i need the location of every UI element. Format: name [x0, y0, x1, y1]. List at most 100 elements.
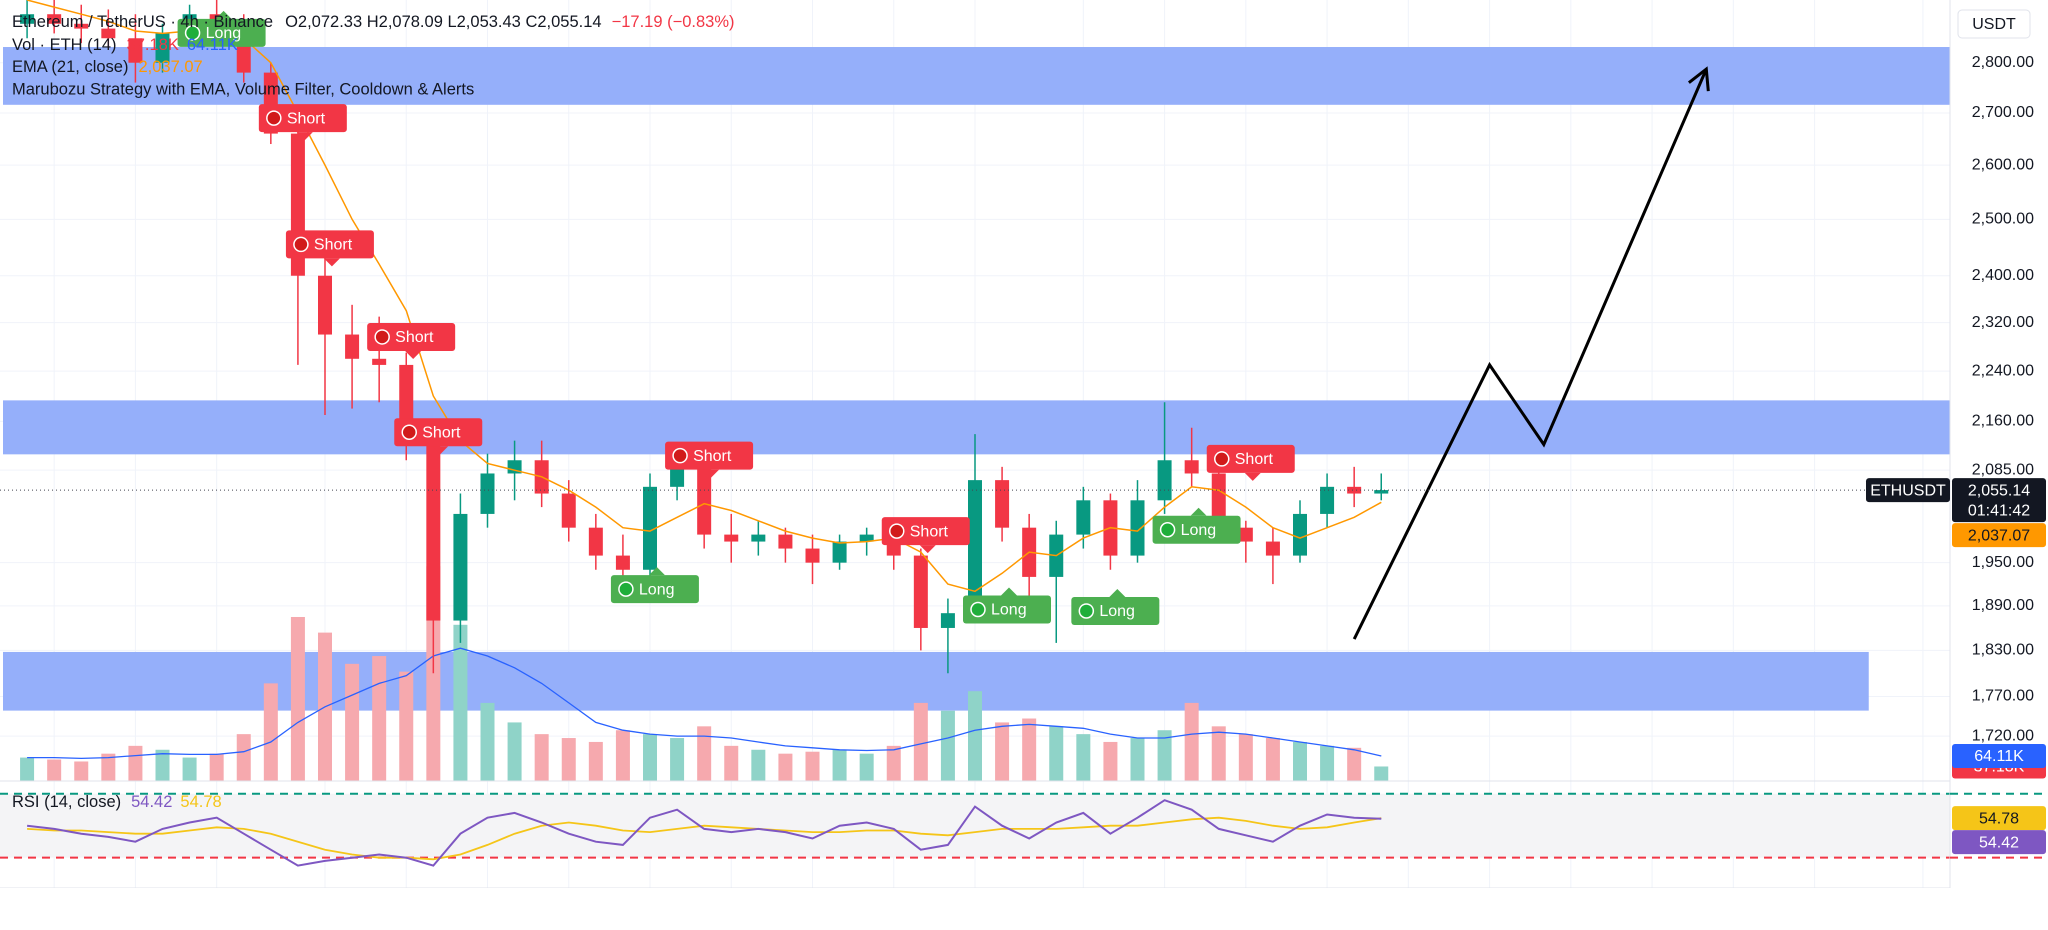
signal-label: Short [665, 441, 754, 478]
signal-box [177, 18, 266, 47]
candle-body [940, 613, 955, 628]
y-tick-label: 1,720.00 [1972, 727, 2034, 744]
candle-body [1130, 500, 1145, 556]
signal-label: Short [1206, 444, 1295, 481]
y-tick-label: 2,085.00 [1972, 461, 2034, 478]
volume-bar [47, 759, 62, 781]
volume-bar [724, 745, 739, 781]
signal-box [367, 322, 456, 351]
signal-label: Long [1152, 507, 1241, 544]
signal-dot [1159, 521, 1176, 538]
signal-box [285, 230, 374, 259]
signal-dot [672, 447, 688, 464]
rsi-ma-badge-bg [1952, 806, 2046, 831]
currency-box [1957, 9, 2031, 39]
volume-bar [859, 753, 874, 781]
signal-label: Short [881, 517, 970, 554]
signal-pointer [919, 545, 936, 554]
x-tick-label: 28 [208, 904, 226, 921]
volume-bar [399, 671, 414, 781]
candle-body [1211, 473, 1226, 528]
x-tick-label: 4 [1160, 904, 1169, 921]
legend-header: Ethereum / TetherUS · 4h · Binance O2,072… [12, 13, 735, 31]
signal-pointer [1244, 472, 1261, 481]
signal-dot [889, 523, 905, 539]
signal-dot [970, 601, 986, 618]
signal-text: Short [693, 448, 732, 465]
volume-bar [182, 757, 197, 781]
signal-dot [374, 329, 390, 345]
volume-value: 37.18K [127, 36, 179, 54]
signal-box [963, 595, 1051, 624]
signal-text: Short [910, 523, 949, 540]
volume-bar [697, 726, 712, 781]
volume-bar [372, 656, 387, 781]
volume-bar [1265, 738, 1280, 781]
symbol-badge-text: ETHUSDT [1870, 482, 1946, 499]
x-tick-label: 22 [1643, 904, 1661, 921]
signal-box [1206, 444, 1295, 473]
volume-bar [832, 749, 847, 781]
candle-body [832, 541, 847, 563]
candle-body [1076, 500, 1091, 535]
candle-body [1157, 460, 1172, 501]
x-tick-label: 25 [966, 904, 984, 921]
projection-arrow [1352, 68, 1708, 640]
currency-label: USDT [1972, 16, 2016, 33]
volume-bar [670, 738, 685, 781]
candle-body [47, 14, 62, 24]
rsi-ma-line [27, 816, 1382, 861]
signal-box [1152, 515, 1241, 544]
volume-bar [1293, 741, 1307, 781]
volume-ma-badge: 64.11K [1952, 743, 2046, 768]
volume-bar [1238, 734, 1253, 781]
signal-label: Long [610, 567, 699, 604]
signal-label: Long [963, 587, 1051, 624]
x-tick-label: 22 [885, 904, 903, 921]
volume-bar [209, 753, 224, 781]
volume-ma-badge-bg [1952, 743, 2046, 768]
signal-text: Short [1235, 451, 1274, 468]
volume-name: Vol · ETH (14) [12, 36, 117, 54]
candle-body [345, 334, 360, 359]
volume-bar [940, 710, 955, 781]
countdown-text: 01:41:42 [1968, 502, 2030, 519]
price-badge-text: 2,055.14 [1968, 482, 2030, 499]
candle-body [1374, 490, 1389, 494]
rsi-badge-bg [1952, 830, 2046, 855]
candle-body [724, 534, 739, 542]
volume-legend: Vol · ETH (14) 37.18K 64.11K [12, 36, 238, 54]
signal-pointer [1109, 588, 1126, 597]
x-tick-label: 13 [641, 904, 659, 921]
candle-body [480, 473, 495, 514]
volume-bar [588, 741, 603, 781]
signal-box [881, 517, 970, 546]
volume-ma-badge-text: 64.11K [1974, 748, 2024, 765]
volume-bar [74, 761, 89, 781]
signal-dot [1214, 451, 1230, 467]
signal-box [1071, 596, 1160, 625]
signal-dot [266, 110, 282, 126]
volume-bar [805, 751, 820, 781]
volume-bar [1049, 726, 1064, 781]
candle-body [1238, 527, 1253, 542]
rsi-ma-badge: 54.78 [1952, 806, 2046, 831]
candle-body [128, 38, 143, 63]
symbol-title: Ethereum / TetherUS · 4h · Binance [12, 13, 273, 31]
volume-bar [290, 616, 305, 781]
ema-legend: EMA (21, close) 2,037.07 [12, 58, 203, 76]
y-tick-label: 1,830.00 [1972, 642, 2034, 659]
axes: USDT 2,800.00 2,700.00 2,600.00 2,500.00 2,40… [1866, 0, 2048, 930]
signal-text: Long [206, 25, 242, 42]
volume-bar [778, 753, 793, 781]
y-tick-label: 2,800.00 [1972, 54, 2034, 71]
volume-bar [886, 745, 901, 781]
signal-dot [1078, 603, 1095, 619]
x-tick-label: 19 [1562, 904, 1580, 921]
candle-body [1320, 486, 1335, 514]
symbol-badge: ETHUSDT [1866, 478, 1950, 503]
signal-label: Short [394, 418, 483, 455]
candle-body [74, 23, 89, 29]
